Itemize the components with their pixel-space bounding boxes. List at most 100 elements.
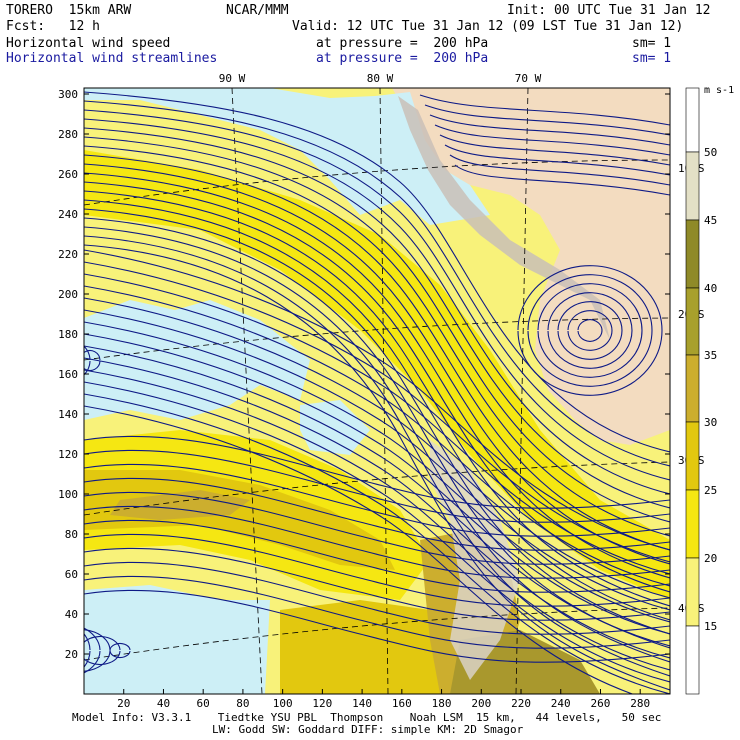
y-tick-label: 80 (65, 528, 78, 541)
field1-name: Horizontal wind speed (6, 36, 171, 51)
colorbar-segment (685, 354, 700, 423)
y-tick-label: 260 (58, 168, 78, 181)
y-tick-label: 160 (58, 368, 78, 381)
y-tick-label: 180 (58, 328, 78, 341)
speed-20-band (84, 150, 670, 600)
axes: 20 40 60 80 100 120 140 160 180 200 220 240 260 280 20… (58, 72, 704, 710)
streamline (84, 575, 670, 649)
streamline (84, 172, 670, 579)
streamline (84, 333, 670, 635)
colorbar-segment (685, 421, 700, 491)
low-speed-region (300, 400, 370, 455)
streamline (84, 321, 670, 623)
longitude-label: 70 W (515, 72, 542, 85)
streamline (424, 104, 670, 136)
x-tick-label: 220 (511, 697, 531, 710)
streamline (517, 265, 663, 396)
field1-smoothing: sm= 1 (632, 36, 672, 51)
x-tick-label: 200 (471, 697, 491, 710)
y-tick-label: 100 (58, 488, 78, 501)
streamline (84, 345, 670, 647)
model-title: TORERO 15km ARW (6, 3, 132, 18)
streamline (84, 91, 670, 453)
longitude-label: 90 W (219, 72, 246, 85)
streamline (84, 561, 670, 635)
model-info-line1: Model Info: V3.3.1 Tiedtke YSU PBL Thomp… (72, 711, 662, 724)
colorbar-segment (685, 287, 700, 356)
center-label: NCAR/MMM (226, 3, 289, 18)
streamline (567, 310, 613, 351)
x-tick-label: 60 (197, 697, 210, 710)
y-tick-label: 40 (65, 608, 78, 621)
streamline (84, 217, 670, 649)
colorbar-units: m s-1 (704, 85, 734, 96)
colorbar-segment (685, 557, 700, 627)
streamline (577, 319, 603, 342)
streamline (84, 519, 670, 593)
longitude-label: 80 W (367, 72, 394, 85)
colorbar-label: 25 (704, 484, 717, 497)
streamline (84, 449, 670, 523)
colorbar-label: 15 (704, 620, 717, 633)
x-tick-label: 80 (236, 697, 249, 710)
streamline (84, 190, 670, 607)
x-tick-label: 40 (157, 697, 170, 710)
x-tick-label: 280 (630, 697, 650, 710)
streamline (84, 208, 670, 635)
x-tick-label: 180 (432, 697, 452, 710)
streamline (84, 533, 670, 607)
low-speed-region (84, 585, 270, 694)
streamline (84, 249, 670, 551)
colorbar-label: 20 (704, 552, 717, 565)
streamline (84, 309, 670, 611)
y-tick-label: 200 (58, 288, 78, 301)
streamline (84, 261, 670, 563)
streamline (84, 100, 670, 467)
colorbar-label: 40 (704, 282, 717, 295)
streamline (84, 491, 670, 565)
streamline (84, 285, 670, 587)
x-tick-label: 240 (551, 697, 571, 710)
colorbar-label: 35 (704, 349, 717, 362)
y-tick-label: 60 (65, 568, 78, 581)
streamline (84, 199, 670, 621)
streamline (84, 163, 670, 565)
streamline (444, 144, 670, 176)
streamline (537, 283, 643, 378)
streamline (84, 154, 670, 551)
streamline (84, 369, 670, 671)
low-speed-region (84, 300, 310, 420)
colorbar-segment (685, 151, 700, 221)
streamline (84, 547, 670, 621)
streamline (84, 405, 635, 694)
colorbar-segment (685, 489, 700, 559)
streamline (449, 154, 670, 186)
streamline (557, 301, 623, 360)
streamlines (84, 91, 670, 694)
streamline (454, 164, 670, 196)
streamline (84, 244, 670, 691)
x-tick-label: 260 (591, 697, 611, 710)
plot-frame (83, 87, 671, 695)
streamline (429, 114, 670, 146)
streamline (84, 118, 670, 495)
streamline (527, 274, 653, 387)
field2-smoothing: sm= 1 (632, 51, 672, 66)
streamline (84, 127, 670, 509)
streamline (547, 292, 633, 369)
streamline (109, 642, 131, 659)
streamline (84, 393, 670, 694)
streamline (84, 145, 670, 537)
streamline (84, 589, 670, 663)
streamline (84, 136, 670, 523)
streamline (84, 629, 111, 672)
streamline (84, 435, 670, 509)
streamline (84, 357, 670, 659)
streamline (84, 477, 670, 551)
streamline (84, 297, 670, 599)
x-tick-label: 120 (312, 697, 332, 710)
y-tick-label: 280 (58, 128, 78, 141)
field1-level: at pressure = 200 hPa (316, 36, 489, 51)
speed-30-band (110, 490, 250, 520)
